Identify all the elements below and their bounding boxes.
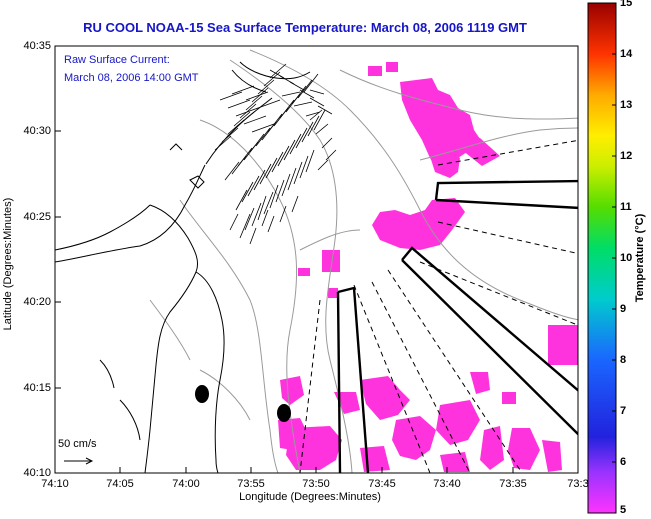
colorbar bbox=[587, 2, 617, 514]
x-tick-label: 73:3 bbox=[567, 478, 589, 490]
y-tick-label: 40:20 bbox=[23, 296, 51, 308]
colorbar-tick-label: 7 bbox=[620, 405, 627, 417]
colorbar-tick-label: 6 bbox=[620, 456, 627, 468]
x-tick-label: 73:50 bbox=[302, 478, 330, 490]
current-time: March 08, 2006 14:00 GMT bbox=[64, 72, 199, 84]
y-tick-label: 40:25 bbox=[23, 211, 51, 223]
y-tick-label: 40:10 bbox=[23, 467, 51, 479]
x-tick-label: 74:10 bbox=[41, 478, 69, 490]
colorbar-tick-label: 5 bbox=[620, 504, 627, 516]
colorbar-tick-label: 14 bbox=[620, 48, 633, 60]
x-tick-label: 73:55 bbox=[237, 478, 265, 490]
plot-frame bbox=[54, 45, 579, 474]
survey-boundaries bbox=[299, 139, 578, 473]
x-tick-label: 73:35 bbox=[499, 478, 527, 490]
sst-patches bbox=[278, 62, 578, 472]
colorbar-tick-label: 12 bbox=[620, 150, 633, 162]
y-tick-label: 40:35 bbox=[23, 40, 51, 52]
colorbar-title: Temperature (°C) bbox=[634, 213, 646, 303]
x-tick-label: 73:45 bbox=[368, 478, 396, 490]
current-label: Raw Surface Current: bbox=[64, 54, 170, 66]
colorbar-tick-label: 10 bbox=[620, 252, 633, 264]
colorbar-tick-label: 13 bbox=[620, 99, 633, 111]
station-marker bbox=[195, 385, 209, 403]
x-tick-label: 74:00 bbox=[172, 478, 200, 490]
scale-arrow bbox=[64, 457, 94, 465]
x-tick-label: 73:40 bbox=[433, 478, 461, 490]
colorbar-ticks bbox=[612, 2, 616, 514]
colorbar-tick-label: 8 bbox=[620, 354, 627, 366]
station-marker bbox=[277, 404, 291, 422]
current-vectors bbox=[214, 63, 337, 245]
axis-ticks bbox=[54, 45, 579, 474]
y-tick-label: 40:15 bbox=[23, 382, 51, 394]
scale-label: 50 cm/s bbox=[58, 438, 97, 450]
x-tick-label: 74:05 bbox=[106, 478, 134, 490]
colorbar-tick-label: 11 bbox=[620, 201, 632, 213]
bathymetry-contours bbox=[149, 49, 578, 473]
map-title: RU COOL NOAA-15 Sea Surface Temperature:… bbox=[83, 20, 527, 35]
x-axis-title: Longitude (Degrees:Minutes) bbox=[239, 491, 381, 503]
y-tick-label: 40:30 bbox=[23, 125, 51, 137]
coastline bbox=[55, 61, 311, 473]
colorbar-tick-label: 15 bbox=[620, 0, 633, 9]
y-axis-title: Latitude (Degrees:Minutes) bbox=[2, 197, 14, 331]
colorbar-tick-label: 9 bbox=[620, 303, 627, 315]
